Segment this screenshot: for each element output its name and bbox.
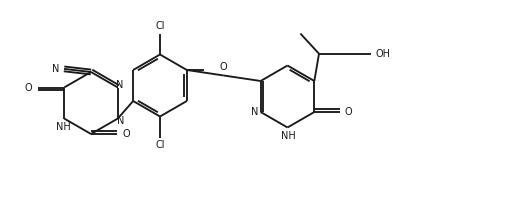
Text: OH: OH bbox=[375, 49, 390, 59]
Text: Cl: Cl bbox=[155, 21, 164, 31]
Text: O: O bbox=[344, 107, 352, 117]
Text: N: N bbox=[117, 116, 124, 126]
Text: NH: NH bbox=[55, 121, 70, 131]
Text: N: N bbox=[52, 64, 60, 74]
Text: N: N bbox=[250, 107, 258, 117]
Text: NH: NH bbox=[280, 131, 295, 141]
Text: O: O bbox=[25, 83, 33, 93]
Text: Cl: Cl bbox=[155, 140, 164, 150]
Text: O: O bbox=[219, 62, 227, 73]
Text: O: O bbox=[122, 129, 130, 139]
Text: N: N bbox=[116, 79, 123, 89]
